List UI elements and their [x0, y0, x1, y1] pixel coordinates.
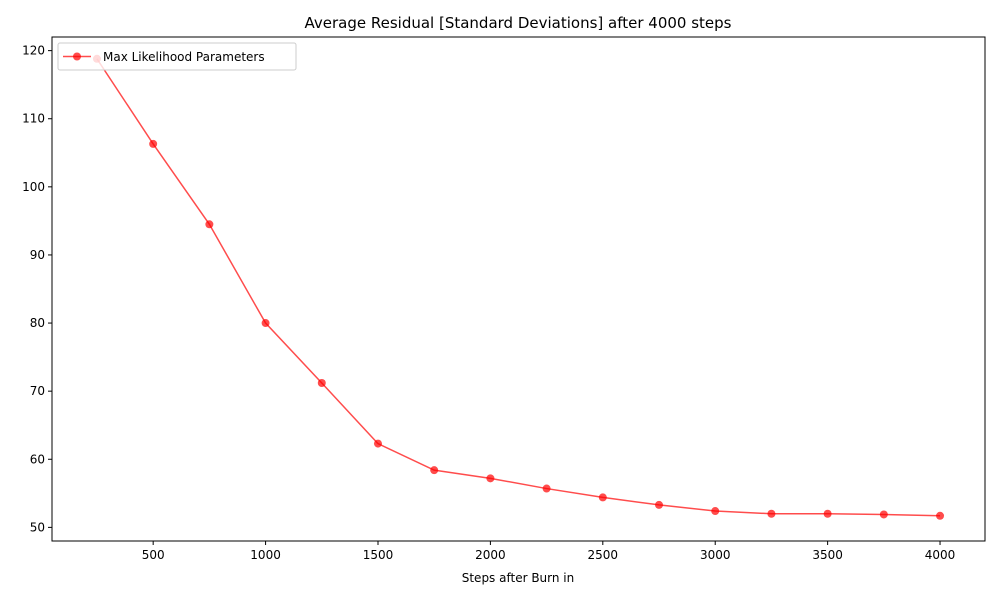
- data-point: [767, 509, 776, 518]
- data-point: [879, 510, 888, 519]
- plot-frame: [51, 36, 986, 542]
- x-tick-label: 1000: [250, 548, 281, 562]
- legend-marker-icon: [73, 52, 81, 61]
- y-axis: 50 60 70 80 90 100 110 120: [22, 44, 52, 534]
- data-point: [373, 439, 382, 448]
- data-point: [936, 511, 945, 520]
- x-tick-label: 3000: [700, 548, 731, 562]
- y-tick-label: 90: [30, 248, 45, 262]
- series-line: [96, 58, 941, 517]
- x-tick-label: 2000: [475, 548, 506, 562]
- legend-entry-label: Max Likelihood Parameters: [103, 50, 265, 64]
- y-tick-label: 120: [22, 44, 45, 58]
- y-tick-label: 50: [30, 520, 45, 534]
- data-point: [655, 500, 664, 509]
- x-tick-label: 2500: [588, 548, 619, 562]
- data-point: [542, 484, 551, 493]
- y-tick-label: 100: [22, 180, 45, 194]
- data-point: [261, 319, 270, 328]
- x-tick-label: 3500: [812, 548, 843, 562]
- y-tick-label: 60: [30, 452, 45, 466]
- data-point: [598, 493, 607, 502]
- x-axis-label: Steps after Burn in: [462, 571, 575, 585]
- data-point: [711, 507, 720, 516]
- x-axis: 500 1000 1500 2000 2500 3000 3500 4000: [142, 541, 956, 562]
- x-tick-label: 1500: [363, 548, 394, 562]
- x-tick-label: 4000: [925, 548, 956, 562]
- legend-box: [57, 42, 297, 71]
- x-tick-label: 500: [142, 548, 165, 562]
- data-point: [430, 466, 439, 475]
- data-point: [149, 139, 158, 148]
- chart-title: Average Residual [Standard Deviations] a…: [305, 14, 732, 32]
- y-tick-label: 80: [30, 316, 45, 330]
- data-point: [823, 509, 832, 518]
- plot-area: [92, 54, 945, 520]
- legend: Max Likelihood Parameters: [57, 42, 297, 71]
- data-point: [205, 220, 214, 229]
- y-tick-label: 110: [22, 112, 45, 126]
- y-tick-label: 70: [30, 384, 45, 398]
- data-point: [486, 474, 495, 483]
- data-point: [317, 378, 326, 387]
